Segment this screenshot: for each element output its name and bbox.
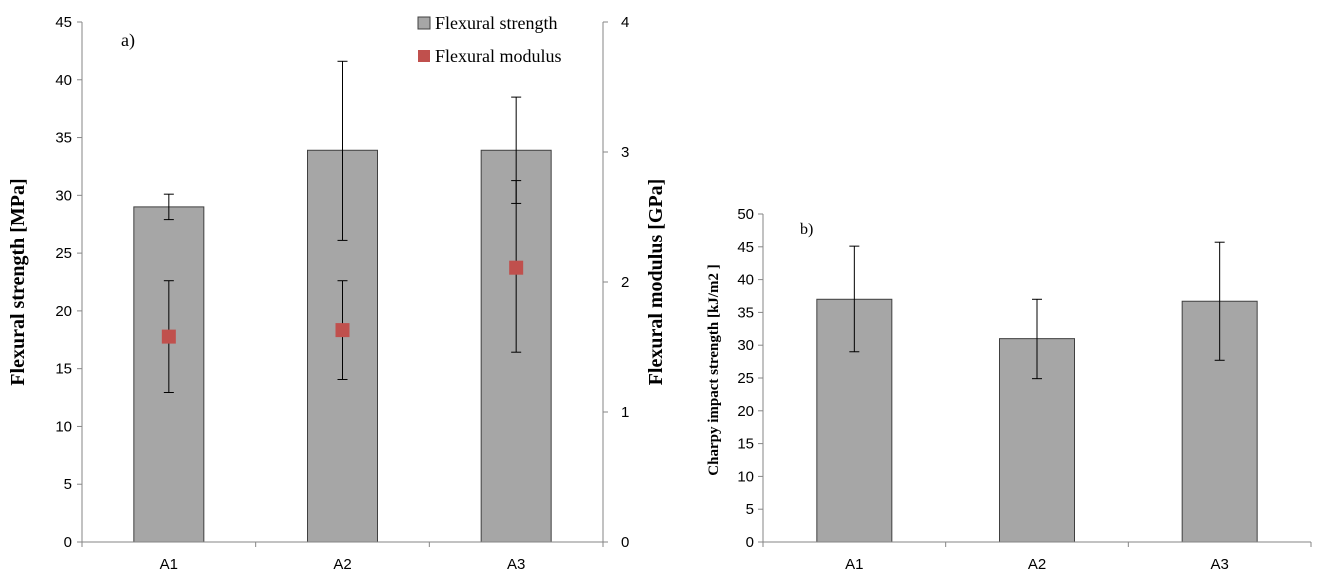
- bar-errorbar-a1: [163, 193, 174, 221]
- chart-a-x-ticks: A1 A2 A3: [81, 542, 604, 573]
- left-tick-label: 40: [55, 72, 72, 89]
- left-tick-label: 35: [55, 130, 72, 147]
- chart-a-left-ticks: 0 5 10 15 20 25 30 35 40 45: [55, 14, 82, 551]
- modulus-marker-a2: [335, 323, 350, 338]
- y-tick-label: 20: [737, 403, 754, 420]
- chart-a-right-ticks: 0 1 2 3 4: [603, 14, 629, 551]
- y-tick-label: 15: [737, 436, 754, 453]
- modulus-marker-a1: [161, 329, 176, 344]
- chart-a-right-axis-title: Flexural modulus [GPa]: [645, 179, 667, 386]
- right-tick-label: 0: [621, 534, 629, 551]
- left-tick-label: 25: [55, 245, 72, 262]
- x-tick-label: A2: [333, 556, 351, 573]
- y-tick-label: 50: [737, 206, 754, 223]
- legend-label-flexural-modulus: Flexural modulus: [435, 46, 562, 66]
- chart-b-y-axis-title: Charpy impact strength [kJ/m2 ]: [706, 264, 722, 475]
- y-tick-label: 35: [737, 304, 754, 321]
- chart-a-legend: Flexural strength Flexural modulus: [417, 13, 562, 66]
- x-tick-label: A2: [1028, 556, 1046, 573]
- chart-b-bars: [816, 298, 1258, 543]
- legend-swatch-flexural-strength: [417, 16, 431, 30]
- right-tick-label: 3: [621, 144, 629, 161]
- y-tick-label: 30: [737, 337, 754, 354]
- left-tick-label: 30: [55, 187, 72, 204]
- x-tick-label: A3: [1210, 556, 1228, 573]
- right-tick-label: 4: [621, 14, 629, 31]
- modulus-marker-a3: [509, 260, 524, 275]
- x-tick-label: A3: [507, 556, 525, 573]
- chart-b-y-ticks: 0 5 10 15 20 25 30 35 40 45 50: [737, 206, 763, 551]
- y-tick-label: 40: [737, 272, 754, 289]
- chart-b-x-ticks: A1 A2 A3: [762, 542, 1312, 573]
- left-tick-label: 20: [55, 303, 72, 320]
- chart-a-panel-label: a): [121, 30, 135, 51]
- y-tick-label: 5: [746, 501, 754, 518]
- x-tick-label: A1: [160, 556, 178, 573]
- chart-b: 0 5 10 15 20 25 30 35 40 45 50 A1 A2 A3 b) Charpy im…: [706, 206, 1312, 573]
- left-tick-label: 0: [64, 534, 72, 551]
- y-tick-label: 25: [737, 370, 754, 387]
- chart-a-bar-errorbars: [163, 60, 522, 241]
- bar-errorbar-a2: [337, 60, 348, 241]
- legend-swatch-flexural-modulus: [418, 50, 430, 62]
- errorbar-a1: [849, 245, 860, 353]
- errorbar-a3: [1214, 241, 1225, 361]
- chart-b-errorbars: [849, 241, 1225, 380]
- chart-b-panel-label: b): [800, 221, 813, 238]
- y-tick-label: 45: [737, 239, 754, 256]
- x-tick-label: A1: [845, 556, 863, 573]
- chart-a-left-axis-title: Flexural strength [MPa]: [7, 178, 29, 385]
- left-tick-label: 10: [55, 418, 72, 435]
- errorbar-a2: [1032, 298, 1042, 380]
- y-tick-label: 0: [746, 534, 754, 551]
- chart-a-modulus-markers: [161, 260, 524, 344]
- left-tick-label: 5: [64, 476, 72, 493]
- right-tick-label: 2: [621, 274, 629, 291]
- legend-label-flexural-strength: Flexural strength: [435, 13, 557, 33]
- right-tick-label: 1: [621, 404, 629, 421]
- y-tick-label: 10: [737, 468, 754, 485]
- chart-a: 0 5 10 15 20 25 30 35 40 45 0 1 2 3 4 A1 A2 A3 a) Flexu…: [7, 13, 667, 573]
- left-tick-label: 15: [55, 361, 72, 378]
- left-tick-label: 45: [55, 14, 72, 31]
